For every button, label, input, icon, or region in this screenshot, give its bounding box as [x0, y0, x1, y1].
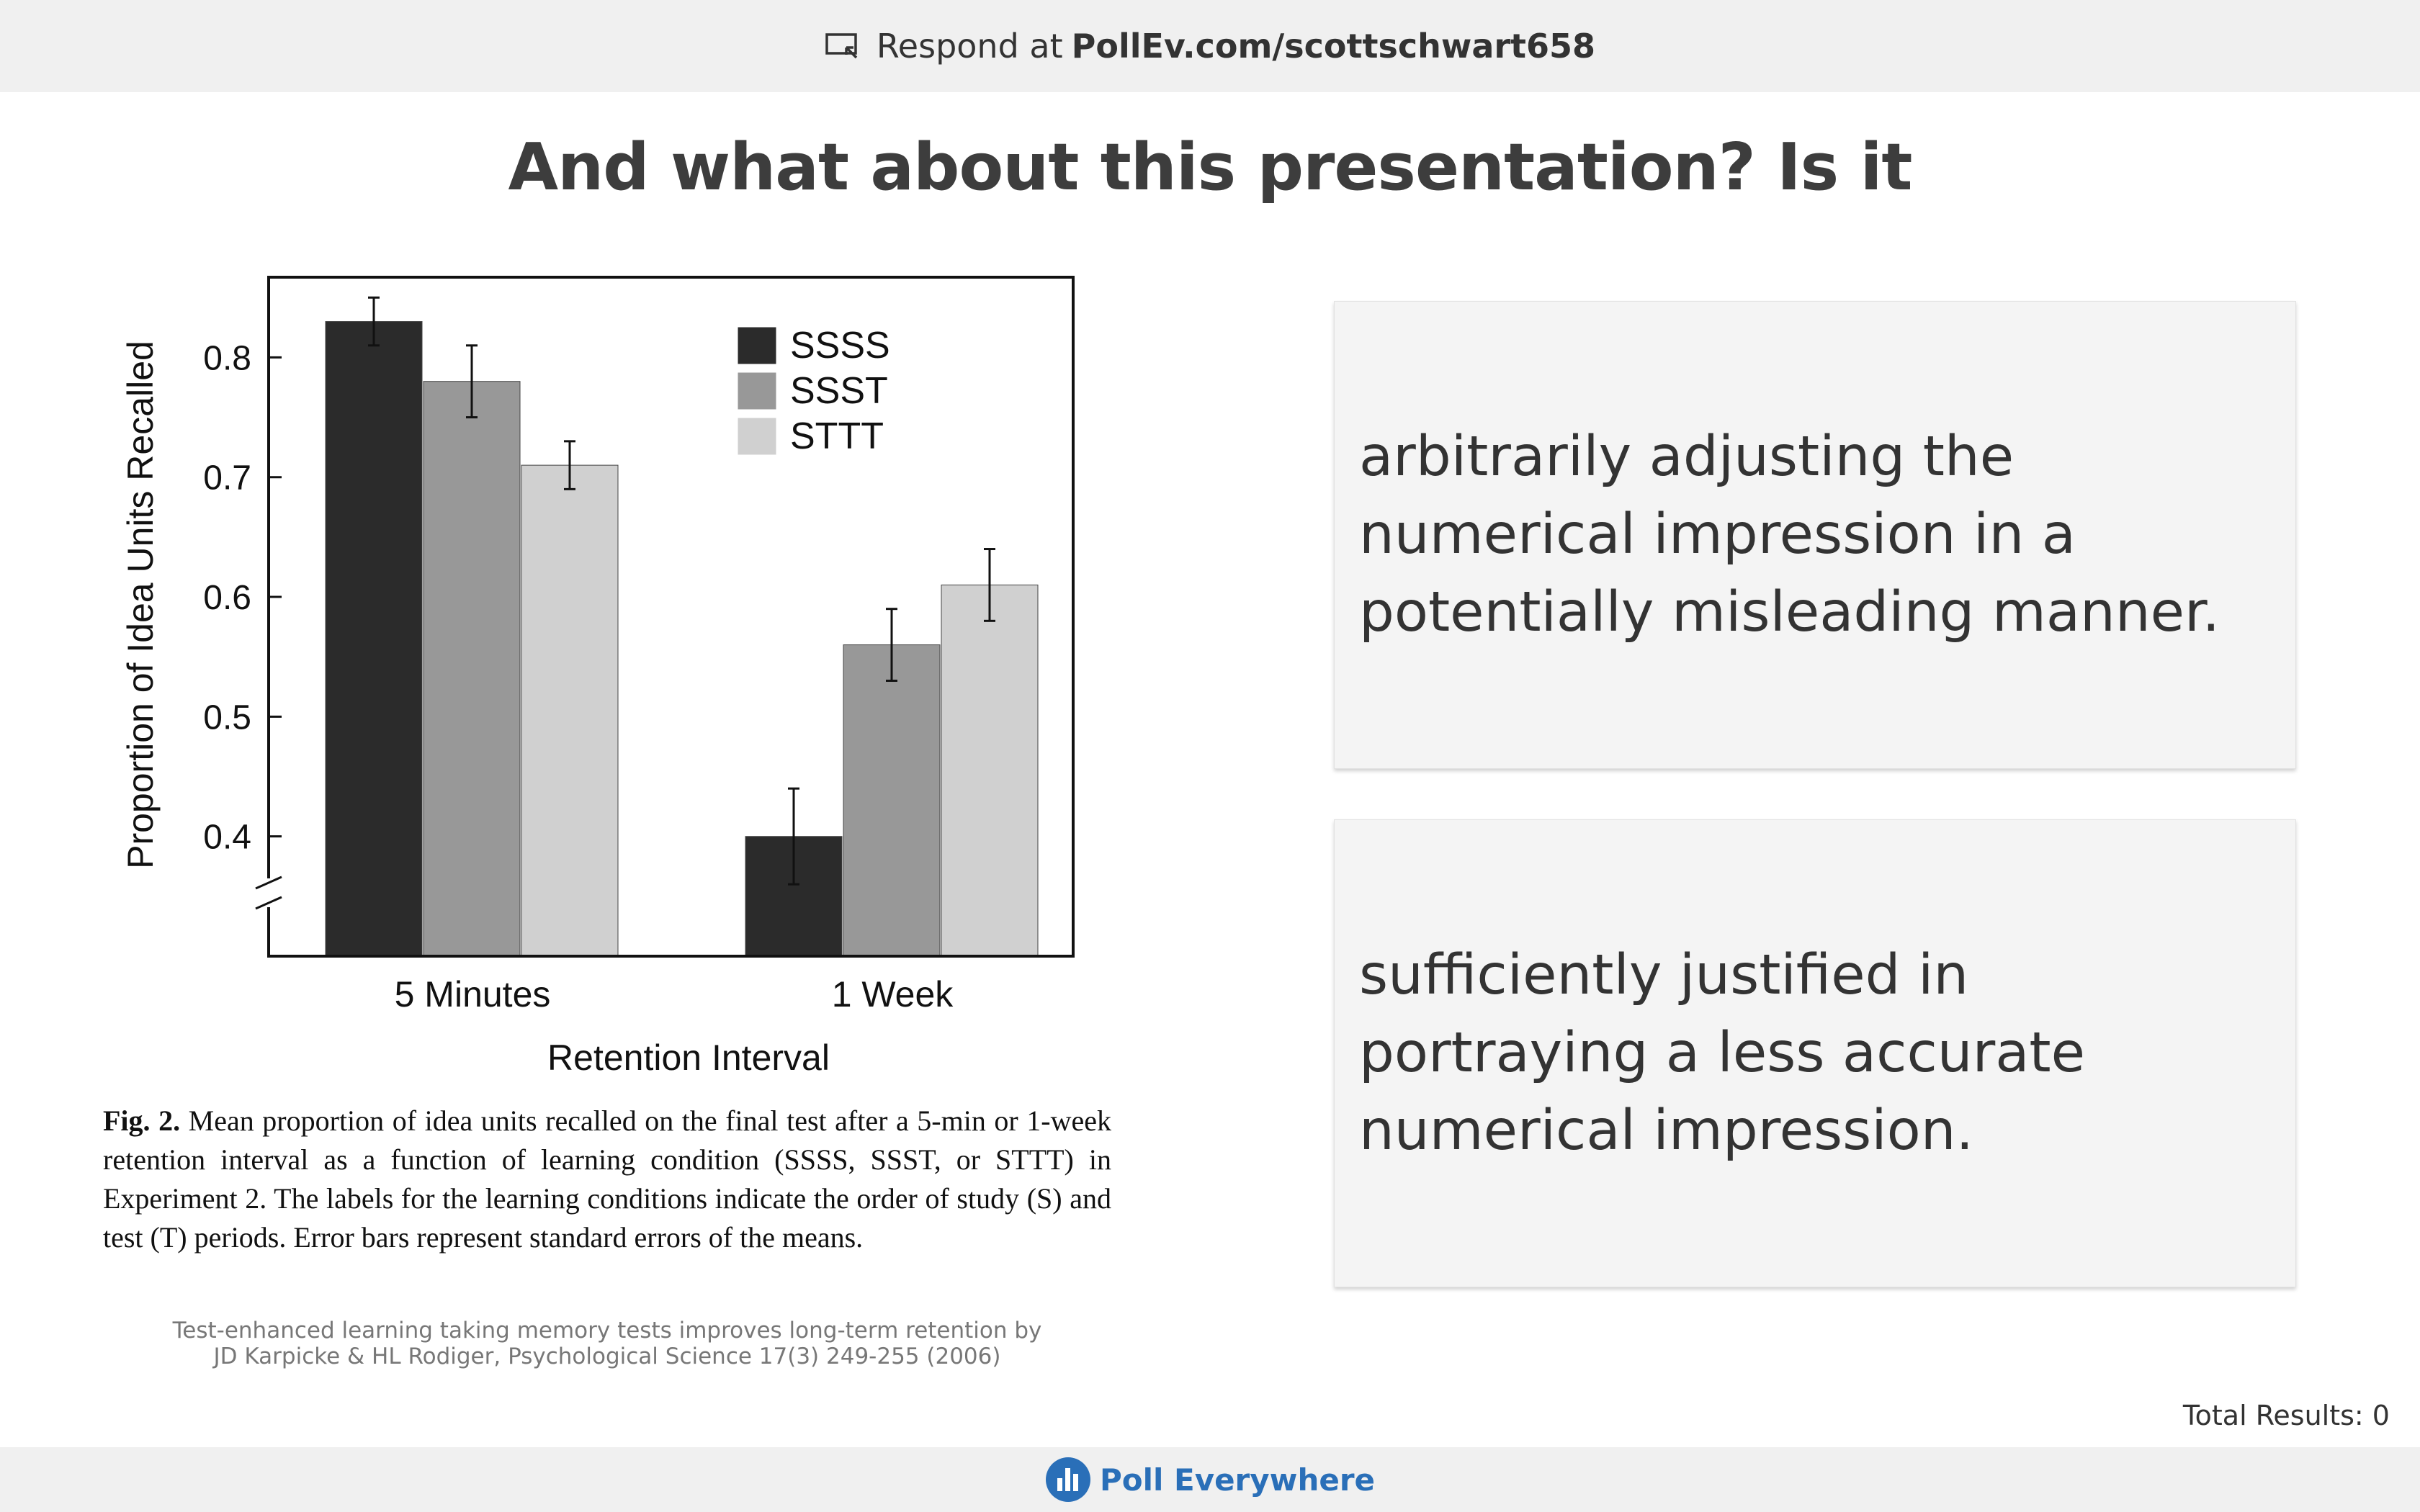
bar-ssss-0	[325, 321, 423, 957]
y-tick-label: 0.8	[203, 339, 251, 377]
bottom-bar: Poll Everywhere	[0, 1447, 2420, 1512]
y-tick-label: 0.4	[203, 819, 251, 857]
y-tick-label: 0.6	[203, 579, 251, 617]
respond-instructions: Respond at PollEv.com/scottschwart658	[825, 27, 1595, 66]
answer-option-1-label: arbitrarily adjusting the numerical impr…	[1359, 425, 2220, 644]
brand-name: Poll Everywhere	[1099, 1462, 1376, 1498]
figure-caption-text: Mean proportion of idea units recalled o…	[103, 1104, 1112, 1254]
credit-line-1: Test-enhanced learning taking memory tes…	[172, 1318, 1042, 1344]
y-tick-label: 0.7	[203, 459, 251, 498]
plot-frame	[267, 276, 1075, 958]
legend-swatch-ssss	[738, 327, 776, 364]
bar-ssst-0	[423, 381, 521, 957]
poll-everywhere-logo-icon	[1045, 1457, 1090, 1502]
presentation-screen-icon	[825, 33, 858, 59]
legend-label-sttt: STTT	[790, 415, 884, 457]
y-tick-label: 0.5	[203, 698, 251, 737]
figure-caption-label: Fig. 2.	[103, 1104, 181, 1137]
axis-break-gap	[266, 878, 273, 907]
figure-caption: Fig. 2. Mean proportion of idea units re…	[103, 1102, 1111, 1257]
axis-break-mark-2	[255, 896, 282, 910]
top-bar: Respond at PollEv.com/scottschwart658	[0, 0, 2420, 92]
axis-break-mark-1	[255, 876, 282, 890]
answer-option-1[interactable]: arbitrarily adjusting the numerical impr…	[1334, 301, 2296, 769]
bar-ssst-1	[843, 644, 941, 957]
brand: Poll Everywhere	[1045, 1457, 1375, 1503]
respond-url-link[interactable]: PollEv.com/scottschwart658	[1071, 27, 1596, 66]
legend-label-ssss: SSSS	[790, 325, 890, 366]
bar-sttt-1	[941, 584, 1039, 957]
legend-swatch-sttt	[738, 418, 776, 455]
credit-line-2: JD Karpicke & HL Rodiger, Psychological …	[213, 1344, 1001, 1369]
bar-chart: 5 Minutes 1 Week 0.4 0.5 0.6 0.7 0.8 Proportion…	[120, 276, 1075, 1078]
legend-swatch-ssst	[738, 372, 776, 410]
x-tick-label: 5 Minutes	[395, 974, 551, 1014]
answer-option-2[interactable]: sufficiently justified in portraying a l…	[1334, 819, 2296, 1287]
x-tick-label: 1 Week	[832, 974, 954, 1014]
legend-label-ssst: SSST	[790, 370, 888, 412]
x-axis-label: Retention Interval	[547, 1038, 830, 1078]
answer-option-2-label: sufficiently justified in portraying a l…	[1359, 943, 2085, 1163]
bar-sttt-0	[521, 464, 619, 957]
question-title: And what about this presentation? Is it	[508, 130, 1913, 205]
figure-credit: Test-enhanced learning taking memory tes…	[103, 1318, 1111, 1369]
y-axis-label: Proportion of Idea Units Recalled	[120, 341, 161, 869]
figure: 5 Minutes 1 Week 0.4 0.5 0.6 0.7 0.8 Proportion…	[94, 259, 1145, 1382]
total-results: Total Results: 0	[2182, 1400, 2390, 1431]
respond-prefix: Respond at	[876, 27, 1063, 66]
